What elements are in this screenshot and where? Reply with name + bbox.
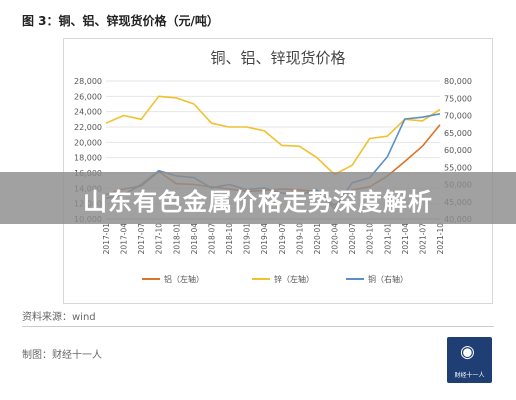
x-tick-label: 2018-04 bbox=[190, 223, 199, 255]
maker-note: 制图：财经十一人 bbox=[22, 350, 102, 361]
x-tick-label: 2019-10 bbox=[295, 223, 304, 255]
x-tick-label: 2021-01 bbox=[383, 223, 392, 255]
price-line-chart: 10,00012,00014,00016,00018,00020,00022,0… bbox=[74, 77, 472, 284]
right-tick-label: 55,000 bbox=[444, 163, 472, 172]
right-tick-label: 65,000 bbox=[444, 129, 472, 138]
x-tick-label: 2019-01 bbox=[243, 223, 252, 255]
x-tick-label: 2017-04 bbox=[120, 223, 129, 255]
x-tick-label: 2021-10 bbox=[436, 223, 445, 255]
left-tick-label: 28,000 bbox=[74, 77, 102, 86]
x-tick-label: 2019-07 bbox=[278, 223, 287, 255]
chart-frame: 铜、铝、锌现货价格 10,00012,00014,00016,00018,000… bbox=[63, 38, 493, 304]
left-tick-label: 22,000 bbox=[74, 123, 102, 132]
right-tick-label: 70,000 bbox=[444, 112, 472, 121]
x-tick-label: 2018-01 bbox=[172, 223, 181, 255]
x-tick-label: 2020-01 bbox=[313, 223, 322, 255]
right-tick-label: 75,000 bbox=[444, 94, 472, 103]
x-tick-label: 2017-07 bbox=[137, 223, 146, 255]
publisher-logo[interactable]: ◉ 财经十一人 bbox=[447, 337, 492, 383]
x-tick-label: 2017-01 bbox=[102, 223, 111, 255]
logo-text: 财经十一人 bbox=[454, 372, 485, 379]
banner-text: 山东有色金属价格走势深度解析 bbox=[83, 188, 433, 216]
x-tick-label: 2020-10 bbox=[366, 223, 375, 255]
left-tick-label: 24,000 bbox=[74, 108, 102, 117]
x-tick-label: 2017-10 bbox=[155, 223, 164, 255]
right-tick-label: 80,000 bbox=[444, 77, 472, 86]
x-tick-label: 2018-07 bbox=[207, 223, 216, 255]
left-tick-label: 26,000 bbox=[74, 92, 102, 101]
x-tick-label: 2019-04 bbox=[260, 223, 269, 255]
left-tick-label: 18,000 bbox=[74, 154, 102, 163]
overlay-banner: 山东有色金属价格走势深度解析 bbox=[0, 172, 516, 224]
series-line bbox=[105, 95, 441, 176]
x-tick-label: 2021-07 bbox=[418, 223, 427, 255]
x-tick-label: 2020-04 bbox=[331, 223, 340, 255]
legend-label: 铜（右轴） bbox=[368, 274, 408, 284]
source-note: 资料来源：wind bbox=[22, 312, 96, 323]
x-tick-label: 2021-04 bbox=[401, 223, 410, 255]
x-tick-label: 2018-10 bbox=[225, 223, 234, 255]
x-tick-label: 2020-07 bbox=[348, 223, 357, 255]
legend-label: 锌（左轴） bbox=[274, 274, 314, 284]
divider bbox=[22, 326, 494, 327]
globe-icon: ◉ bbox=[460, 342, 475, 362]
figure-title: 图 3：铜、铝、锌现货价格（元/吨） bbox=[22, 14, 219, 28]
chart-title: 铜、铝、锌现货价格 bbox=[210, 49, 346, 67]
right-tick-label: 60,000 bbox=[444, 146, 472, 155]
left-tick-label: 20,000 bbox=[74, 138, 102, 147]
legend-label: 铝（左轴） bbox=[164, 274, 204, 284]
